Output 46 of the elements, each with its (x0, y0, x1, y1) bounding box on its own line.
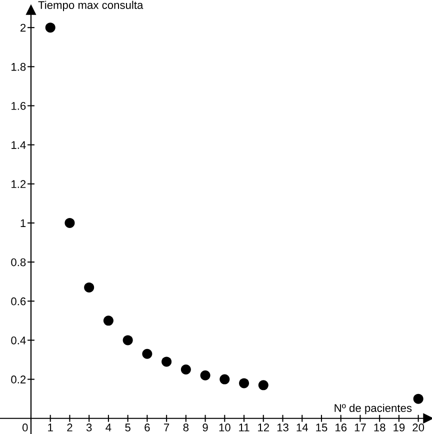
point (413, 394, 424, 404)
point (122, 335, 133, 346)
x-tick-label: 13 (277, 424, 288, 432)
point (162, 356, 172, 367)
point (84, 282, 94, 292)
point (103, 316, 114, 326)
point (258, 380, 268, 390)
y-tick-label: 0.2 (11, 376, 26, 384)
x-tick-label: 9 (202, 424, 208, 432)
x-tick-label: 0 (22, 424, 28, 432)
x-tick-label: 10 (219, 424, 230, 432)
y-tick-label: 0.8 (11, 258, 26, 266)
point (180, 364, 191, 375)
x-tick-label: 8 (183, 424, 189, 432)
x-axis-title: Nº de pacientes (334, 404, 412, 414)
y-tick-label: 0.4 (11, 336, 26, 344)
y-tick-label: 1.2 (12, 180, 26, 188)
y-tick-label: 1.4 (12, 141, 26, 149)
y-tick-label: 2 (20, 24, 26, 32)
x-tick-label: 20 (412, 424, 424, 432)
x-tick-label: 5 (125, 424, 130, 432)
x-tick-label: 17 (354, 424, 366, 432)
point (45, 22, 56, 33)
point (64, 218, 75, 228)
x-tick-label: 16 (336, 424, 347, 432)
y-tick-label: 1.8 (12, 62, 26, 71)
x-tick-label: 2 (67, 424, 72, 432)
x-tick-label: 14 (296, 424, 308, 432)
x-tick-label: 7 (164, 424, 170, 432)
x-tick-label: 12 (258, 424, 270, 432)
y-tick-label: 1.6 (12, 102, 26, 110)
x-tick-label: 3 (86, 424, 92, 432)
x-tick-label: 18 (374, 424, 386, 432)
x-tick-label: 1 (48, 424, 53, 432)
y-tick-label: 0.6 (11, 297, 26, 306)
x-tick-label: 4 (106, 424, 112, 432)
x-tick-label: 6 (144, 424, 150, 432)
x-tick-label: 11 (239, 424, 250, 432)
point (142, 348, 152, 359)
point (220, 374, 230, 384)
y-tick-label: 1 (20, 219, 26, 228)
x-tick-label: 19 (394, 424, 405, 432)
point (239, 378, 250, 388)
point (200, 370, 210, 380)
y-axis-title: Tiempo max consulta (38, 0, 144, 12)
x-tick-label: 15 (316, 424, 328, 432)
